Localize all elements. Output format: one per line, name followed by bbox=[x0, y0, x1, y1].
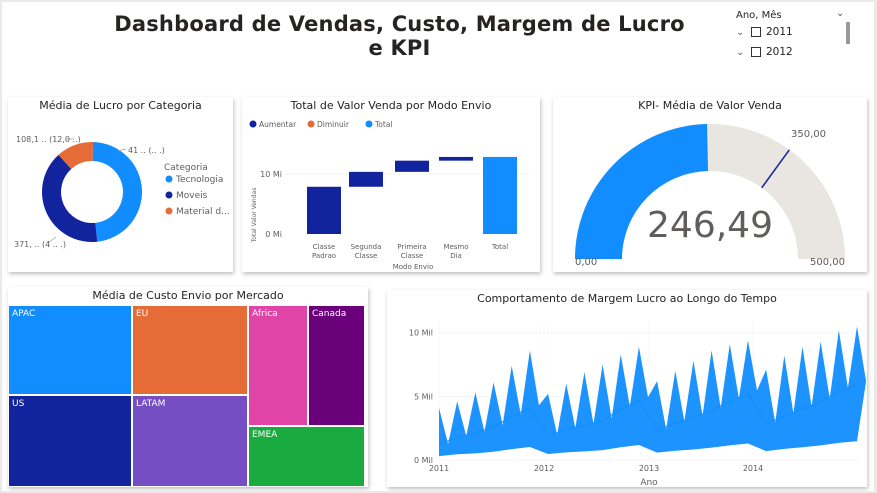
waterfall-y-label: Total Valor Vendas bbox=[251, 188, 258, 244]
treemap-cell-canada[interactable]: Canada bbox=[308, 305, 365, 426]
donut-data-label: 41 .. (.. .) bbox=[128, 146, 165, 155]
donut-slice[interactable] bbox=[41, 154, 98, 242]
waterfall-y-tick: 0 Mi bbox=[265, 230, 282, 239]
line-x-tick: 2011 bbox=[429, 464, 449, 473]
donut-legend-title: Categoria bbox=[164, 163, 208, 173]
gauge-card[interactable]: KPI- Média de Valor Venda 246,49 0,00 50… bbox=[553, 97, 867, 272]
donut-data-label: 371, .. (4 .. .) bbox=[14, 240, 66, 249]
line-series bbox=[438, 384, 858, 446]
donut-slice[interactable] bbox=[58, 142, 93, 169]
line-x-label: Ano bbox=[640, 478, 658, 487]
treemap-label: EU bbox=[136, 309, 149, 319]
line-series-band bbox=[439, 326, 867, 457]
waterfall-legend-item[interactable]: Total bbox=[374, 120, 393, 129]
donut-legend-item[interactable]: Moveis bbox=[176, 191, 208, 201]
treemap-label: APAC bbox=[12, 309, 36, 319]
treemap-label: LATAM bbox=[136, 399, 166, 409]
gauge-max-label: 500,00 bbox=[810, 257, 845, 268]
treemap-cell-eu[interactable]: EU bbox=[132, 305, 248, 395]
checkbox[interactable] bbox=[751, 27, 761, 37]
line-chart: 0 Mil 5 Mil 10 Mil 2011 2012 2013 2014 Ano bbox=[409, 320, 867, 487]
legend-marker bbox=[249, 120, 257, 128]
waterfall-title: Total de Valor Venda por Modo Envio bbox=[290, 99, 492, 112]
waterfall-card[interactable]: Total de Valor Venda por Modo Envio Aume… bbox=[242, 97, 540, 272]
waterfall-bar[interactable] bbox=[439, 156, 473, 161]
donut-legend-item[interactable]: Tecnologia bbox=[175, 175, 223, 185]
waterfall-category-label: Total bbox=[491, 243, 508, 251]
donut-slice[interactable] bbox=[92, 142, 143, 242]
waterfall-bar[interactable] bbox=[483, 156, 517, 234]
donut-data-label: 108,1 .. (12,0 ..) bbox=[16, 135, 81, 144]
waterfall-legend-item[interactable]: Aumentar bbox=[259, 120, 297, 129]
gauge-value: 246,49 bbox=[647, 205, 773, 246]
waterfall-legend-item[interactable]: Diminuir bbox=[317, 120, 350, 129]
treemap-cell-us[interactable]: US bbox=[8, 395, 132, 487]
slicer-item-label: 2012 bbox=[766, 46, 793, 58]
expand-icon[interactable]: ⌄ bbox=[736, 26, 745, 38]
legend-marker bbox=[165, 175, 173, 183]
slicer-item-label: 2011 bbox=[766, 26, 793, 38]
line-y-tick: 5 Mil bbox=[414, 392, 433, 401]
treemap-cell-latam[interactable]: LATAM bbox=[132, 395, 248, 487]
waterfall-category-label: Classe bbox=[355, 252, 378, 260]
legend-marker bbox=[365, 120, 373, 128]
waterfall-category-label: Mesmo bbox=[443, 243, 468, 251]
line-x-tick: 2013 bbox=[639, 464, 659, 473]
line-title: Comportamento de Margem Lucro ao Longo d… bbox=[477, 292, 777, 305]
chevron-down-icon[interactable]: ⌄ bbox=[836, 8, 845, 19]
treemap-label: Africa bbox=[252, 309, 278, 319]
gauge-target-line bbox=[761, 149, 790, 189]
waterfall-category-label: Padrao bbox=[312, 252, 336, 260]
slicer-scrollbar[interactable] bbox=[846, 22, 850, 44]
waterfall-category-label: Classe bbox=[401, 252, 424, 260]
slicer-item-2012[interactable]: ⌄ 2012 bbox=[736, 46, 793, 58]
expand-icon[interactable]: ⌄ bbox=[736, 46, 745, 58]
year-month-slicer[interactable]: Ano, Mês ⌄ ⌄ 2011 ⌄ 2012 bbox=[732, 6, 850, 66]
waterfall-y-tick: 10 Mi bbox=[260, 170, 282, 179]
donut-legend-item[interactable]: Material d... bbox=[176, 207, 230, 217]
treemap-cell-apac[interactable]: APAC bbox=[8, 305, 132, 395]
treemap-chart: APAC EU Africa Canada US LATAM EMEA bbox=[8, 305, 368, 487]
line-x-tick: 2012 bbox=[534, 464, 554, 473]
legend-marker bbox=[165, 207, 173, 215]
treemap-cell-emea[interactable]: EMEA bbox=[248, 426, 365, 487]
waterfall-x-label: Modo Envio bbox=[393, 263, 434, 271]
treemap-label: US bbox=[12, 399, 25, 409]
donut-card[interactable]: Média de Lucro por Categoria 108,1 .. (1… bbox=[8, 97, 233, 272]
checkbox[interactable] bbox=[751, 47, 761, 57]
legend-marker bbox=[307, 120, 315, 128]
gauge-title: KPI- Média de Valor Venda bbox=[638, 99, 782, 112]
line-y-tick: 10 Mil bbox=[409, 329, 433, 338]
waterfall-category-label: Segunda bbox=[351, 243, 382, 251]
waterfall-chart: Aumentar Diminuir Total Total Valor Vendas… bbox=[249, 120, 532, 271]
line-card[interactable]: Comportamento de Margem Lucro ao Longo d… bbox=[387, 290, 867, 487]
donut-title: Média de Lucro por Categoria bbox=[39, 99, 202, 112]
waterfall-bar[interactable] bbox=[307, 186, 341, 234]
treemap-title: Média de Custo Envio por Mercado bbox=[92, 289, 284, 302]
legend-marker bbox=[165, 191, 173, 199]
gauge-target-label: 350,00 bbox=[791, 129, 826, 140]
gauge-chart: 246,49 0,00 500,00 350,00 bbox=[575, 124, 845, 268]
donut-chart: 108,1 .. (12,0 ..) 41 .. (.. .) 371, .. … bbox=[14, 135, 230, 249]
treemap-label: EMEA bbox=[252, 430, 278, 440]
line-y-tick: 0 Mil bbox=[414, 456, 433, 465]
waterfall-bar[interactable] bbox=[349, 171, 383, 187]
page-title: Dashboard de Vendas, Custo, Margem de Lu… bbox=[114, 12, 685, 60]
line-x-tick: 2014 bbox=[743, 464, 763, 473]
treemap-label: Canada bbox=[312, 309, 347, 319]
slicer-header: Ano, Mês bbox=[736, 10, 782, 21]
waterfall-category-label: Dia bbox=[450, 252, 462, 260]
gauge-min-label: 0,00 bbox=[575, 257, 597, 268]
slicer-item-2011[interactable]: ⌄ 2011 bbox=[736, 26, 793, 38]
treemap-card[interactable]: Média de Custo Envio por Mercado APAC EU… bbox=[8, 287, 368, 487]
waterfall-category-label: Primeira bbox=[397, 243, 426, 251]
waterfall-category-label: Classe bbox=[313, 243, 336, 251]
treemap-cell-africa[interactable]: Africa bbox=[248, 305, 308, 426]
waterfall-bar[interactable] bbox=[395, 160, 429, 172]
gauge-fill bbox=[575, 124, 709, 259]
